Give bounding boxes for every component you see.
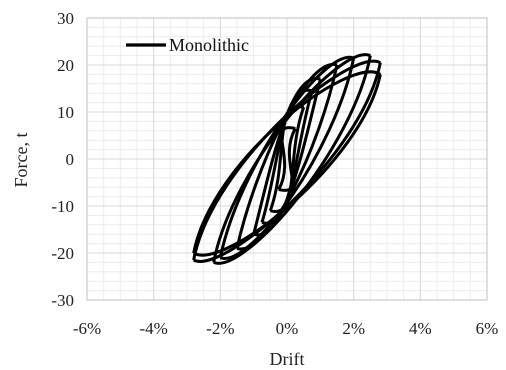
x-tick-label: -2% [206,319,234,338]
x-tick-label: 0% [276,319,299,338]
x-tick-label: -4% [140,319,168,338]
legend-label: Monolithic [169,35,249,55]
y-tick-label: 20 [57,56,74,75]
loop-lower-branch [219,57,356,260]
plot-area-border [86,17,488,301]
x-tick-label: 4% [409,319,432,338]
loop-lower-branch [192,74,382,257]
y-tick-label: -10 [51,197,74,216]
x-axis-title: Drift [270,349,305,369]
y-tick-label: -20 [51,244,74,263]
y-axis-title: Force, t [11,133,31,188]
y-tick-label: 30 [57,9,74,28]
loop-upper-branch [192,70,382,254]
y-tick-label: 10 [57,103,74,122]
x-tick-label: -6% [73,319,101,338]
y-tick-labels: -30 -20 -10 0 10 20 30 [51,9,74,310]
x-tick-label: 6% [476,319,499,338]
series-layer [192,53,382,265]
x-tick-labels: -6% -4% -2% 0% 2% 4% 6% [73,319,499,338]
y-tick-label: -30 [51,291,74,310]
x-tick-label: 2% [342,319,365,338]
y-tick-label: 0 [66,150,75,169]
chart-grid [86,17,488,301]
